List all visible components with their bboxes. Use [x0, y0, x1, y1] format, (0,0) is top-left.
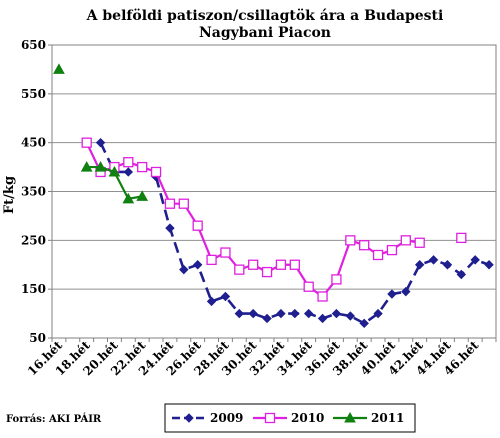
data-point-2010: [81, 137, 92, 148]
data-point-2010: [206, 254, 217, 266]
data-point-2009: [248, 308, 258, 319]
data-point-2009: [276, 308, 286, 319]
data-point-2010: [234, 264, 245, 275]
data-point-2010: [317, 291, 328, 302]
data-point-2009: [290, 308, 300, 319]
data-point-2009: [95, 137, 106, 148]
data-point-2010: [456, 232, 467, 244]
legend: 2009 2010 2011: [164, 403, 416, 433]
data-point-2009: [206, 296, 217, 307]
legend-marker-2011: [344, 411, 356, 423]
series-layer: [53, 63, 494, 329]
data-point-2011: [94, 161, 107, 172]
chart-title-line-2: Nagybani Piacon: [199, 25, 331, 41]
data-point-2009: [165, 223, 175, 233]
data-point-2010: [345, 235, 356, 246]
data-point-2010: [164, 198, 176, 209]
legend-label-2011: 2011: [371, 411, 404, 425]
data-point-2009: [484, 260, 494, 270]
y-axis-ticks: 50 150 250 350 450 550 650: [21, 38, 52, 345]
data-point-2010: [359, 240, 370, 251]
data-point-2009: [387, 289, 397, 299]
x-axis-ticks: 16.hét18.hét20.hét22.hét24.hét26.hét28.h…: [25, 338, 497, 378]
legend-label-2010: 2010: [291, 411, 324, 425]
data-point-2009: [428, 255, 439, 265]
data-point-2010: [275, 259, 287, 270]
y-tick-label: 150: [21, 282, 46, 296]
data-point-2010: [289, 259, 300, 270]
data-point-2009: [345, 311, 356, 321]
data-point-2011: [122, 192, 135, 204]
data-point-2010: [261, 266, 273, 278]
data-point-2010: [178, 198, 189, 209]
legend-marker-2009: [184, 413, 194, 423]
plot-area: 50 150 250 350 450 550 650 16.hét18.hét20.hét2…: [21, 38, 497, 378]
data-point-2011: [108, 165, 121, 177]
data-point-2010: [123, 157, 134, 168]
data-point-2009: [359, 318, 369, 329]
data-point-2009: [414, 260, 425, 270]
series-2011: [53, 63, 149, 204]
data-point-2010: [150, 166, 162, 178]
data-point-2009: [401, 286, 411, 297]
legend-marker-2010: [264, 412, 276, 424]
data-point-2010: [220, 247, 231, 258]
data-point-2010: [192, 220, 203, 231]
source-note: Forrás: AKI PÁIR: [6, 413, 102, 425]
data-point-2009: [331, 308, 342, 319]
data-point-2009: [470, 255, 480, 265]
legend-label-2009: 2009: [210, 411, 243, 425]
data-point-2009: [303, 308, 314, 319]
y-tick-label: 650: [21, 38, 46, 52]
data-point-2010: [400, 235, 411, 246]
data-point-2011: [53, 63, 65, 74]
data-point-2009: [234, 308, 245, 319]
data-point-2010: [331, 274, 342, 285]
y-tick-label: 350: [21, 185, 46, 199]
data-point-2010: [372, 249, 384, 261]
y-tick-label: 250: [21, 233, 46, 247]
data-point-2010: [248, 259, 259, 270]
data-point-2009: [373, 308, 383, 319]
data-point-2009: [123, 167, 134, 177]
data-point-2009: [192, 260, 203, 270]
data-point-2009: [179, 264, 189, 275]
series-2009: [95, 137, 494, 329]
y-axis-label: Ft/kg: [2, 176, 17, 214]
data-point-2009: [442, 260, 453, 270]
data-point-2011: [80, 161, 93, 172]
data-point-2009: [262, 313, 272, 324]
y-tick-label: 550: [21, 87, 46, 101]
data-point-2009: [317, 313, 328, 324]
y-tick-label: 450: [21, 136, 46, 150]
data-point-2009: [220, 291, 231, 302]
series-2010: [81, 137, 467, 302]
data-point-2009: [456, 269, 467, 280]
y-tick-label: 50: [29, 331, 46, 345]
data-point-2010: [137, 161, 148, 173]
chart-title-line-1: A belföldi patiszon/csillagtök ára a Bud…: [86, 8, 444, 24]
data-point-2010: [303, 281, 314, 292]
data-point-2011: [136, 190, 149, 201]
legend-box: [164, 403, 416, 433]
data-point-2010: [386, 244, 398, 256]
data-point-2010: [414, 237, 425, 248]
